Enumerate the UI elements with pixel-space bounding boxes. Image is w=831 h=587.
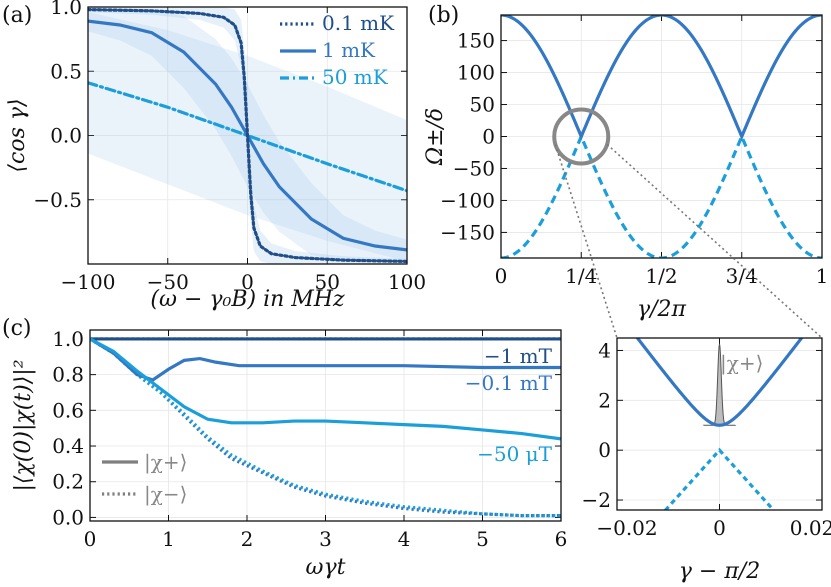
panel-c-frame	[89, 329, 562, 522]
inset-annotation: |χ+⟩	[720, 351, 763, 376]
zoom-circle	[552, 107, 611, 166]
panel-a-label: (a)	[2, 3, 32, 28]
panel-c-legend: |χ+⟩ |χ−⟩	[102, 450, 187, 507]
inset-axes: −0.02 0 0.02 4 2 0 −2	[582, 338, 831, 540]
series-line-0.1mK	[88, 7, 407, 264]
panel-c-xtick-label: 1	[162, 527, 175, 551]
panel-a-ytick-label: 0.5	[50, 59, 82, 83]
series-line-plus	[90, 337, 561, 382]
panel-c-xtick-label: 4	[398, 527, 411, 551]
panel-b-xlabel: γ/2π	[637, 297, 687, 322]
legend-label: 1 mK	[322, 38, 376, 62]
series-line-minus	[90, 337, 561, 518]
panel-b-xtick-label: 0	[495, 264, 508, 288]
panel-c-xlabel: ωγt	[306, 555, 346, 580]
panel-b-xtick-label: 1/2	[645, 264, 677, 288]
panel-c-xtick-label: 3	[319, 527, 332, 551]
panel-c-ytick-label: 0.0	[52, 505, 84, 529]
panel-c-ytick-label: 0.8	[52, 363, 84, 387]
panel-b-ytick-label: −100	[440, 188, 495, 212]
inset-ytick-label: −2	[582, 488, 611, 512]
inset-xlabel: γ − π/2	[679, 559, 760, 584]
panel-b-ytick-label: 100	[457, 61, 495, 85]
panel-c-xtick-label: 2	[241, 527, 254, 551]
inset-line-omega-minus	[663, 447, 776, 510]
panel-a-xtick-label: −100	[61, 270, 116, 294]
inset-xtick-label: 0.02	[790, 516, 831, 540]
panel-a-xtick-label: 0	[241, 270, 254, 294]
legend-label: |χ+⟩	[144, 450, 187, 475]
inset-ytick-label: 2	[598, 388, 611, 412]
panel-c-xtick-label: 5	[476, 527, 489, 551]
panel-a-ytick-label: −0.5	[33, 188, 82, 212]
panel-a-xtick-label: 50	[315, 270, 340, 294]
inset-xtick-label: −0.02	[596, 516, 657, 540]
inset-line-omega-plus	[635, 338, 804, 427]
panel-c-axes: 0 1 2 3 4 5 6 1.0 0.8 0.6 0.4 0.2 0.0	[52, 327, 567, 551]
panel-a-xtick-label: 100	[388, 270, 426, 294]
series-line-plus	[90, 337, 561, 441]
panel-a-xtick-label: −50	[147, 270, 189, 294]
panel-b-ytick-label: 0	[482, 125, 495, 149]
inset-xtick-label: 0	[713, 516, 726, 540]
inset-peak	[702, 343, 737, 426]
panel-b-ytick-label: −150	[440, 220, 495, 244]
panel-a-ytick-label: 0.0	[50, 124, 82, 148]
zoom-connector-left	[554, 144, 618, 339]
panel-c-ytick-label: 0.6	[52, 398, 84, 422]
panel-b-ytick-label: 50	[470, 93, 495, 117]
panel-a-legend: 0.1 mK 1 mK 50 mK	[280, 11, 395, 89]
panel-c-xtick-label: 6	[555, 527, 568, 551]
panel-b-ytick-label: 150	[457, 29, 495, 53]
panel-a-ylabel: ⟨cos γ⟩	[5, 98, 30, 172]
panel-a-xlabel: (ω − γ₀B) in MHz	[150, 287, 345, 312]
legend-label: 0.1 mK	[322, 11, 395, 35]
panel-a-frame	[87, 6, 408, 265]
panel-c-ytick-label: 1.0	[52, 327, 84, 351]
panel-c-xtick-label: 0	[84, 527, 97, 551]
panel-b-label: (b)	[428, 3, 459, 28]
panel-c-label: (c)	[2, 316, 32, 341]
series-line-omega-plus	[501, 15, 822, 141]
panel-b-ylabel: Ω±/δ	[423, 108, 448, 166]
legend-label: |χ−⟩	[144, 482, 187, 507]
inset-ytick-label: 0	[598, 438, 611, 462]
annotation-0p1mT: −0.1 mT	[465, 371, 553, 395]
panel-c-ylabel: |⟨χ(0)|χ(t)⟩|²	[11, 359, 36, 491]
annotation-1mT: −1 mT	[484, 344, 553, 368]
panel-a-ytick-label: 1.0	[50, 0, 82, 19]
panel-b-xtick-label: 1	[816, 264, 829, 288]
panel-b-frame	[500, 14, 823, 259]
zoom-connector-right	[606, 143, 823, 339]
inset-ytick-label: 4	[598, 338, 611, 362]
panel-c-ytick-label: 0.4	[52, 434, 84, 458]
series-line-omega-minus	[501, 132, 822, 258]
legend-label: 50 mK	[322, 65, 389, 89]
panel-b-xtick-label: 1/4	[565, 264, 597, 288]
annotation-50uT: −50 μT	[477, 442, 553, 466]
panel-b-ytick-label: −50	[453, 156, 495, 180]
panel-c-ytick-label: 0.2	[52, 470, 84, 494]
inset-frame	[616, 337, 823, 511]
